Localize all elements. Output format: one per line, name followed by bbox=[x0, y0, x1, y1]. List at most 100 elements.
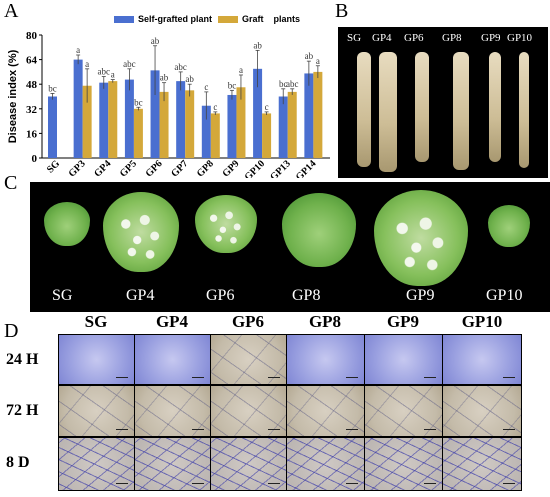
micro-col-gp10: GP10 bbox=[461, 312, 503, 331]
bar-self bbox=[124, 79, 134, 158]
legend-self-grafted: Self-grafted plant bbox=[114, 14, 212, 24]
micro-8d-gp6 bbox=[210, 437, 287, 491]
root-label-gp8: GP8 bbox=[442, 32, 462, 44]
root-gp4 bbox=[379, 52, 397, 172]
leaf-label-sg: SG bbox=[52, 287, 73, 304]
significance-letter: c bbox=[204, 82, 208, 92]
micro-24h-gp9 bbox=[364, 334, 443, 385]
significance-letter: ab bbox=[253, 40, 262, 50]
panel-a-letter: A bbox=[4, 0, 19, 22]
root-gp6 bbox=[415, 52, 429, 162]
micro-72h-gp6 bbox=[210, 385, 287, 437]
panel-b-letter: B bbox=[335, 0, 349, 22]
x-tick-label: GP8 bbox=[195, 158, 216, 178]
bar-graft bbox=[313, 71, 323, 158]
x-tick-label: GP7 bbox=[169, 158, 190, 178]
micro-row-8d: 8 D bbox=[6, 454, 30, 471]
significance-letter: bc bbox=[228, 80, 237, 90]
leaf-gp9 bbox=[374, 190, 468, 286]
y-tick-label: 32 bbox=[26, 104, 38, 116]
root-label-sg: SG bbox=[347, 32, 362, 44]
significance-letter: ab bbox=[185, 74, 194, 84]
micro-72h-gp4 bbox=[134, 385, 211, 437]
panel-c-letter: C bbox=[4, 172, 18, 194]
root-label-gp9: GP9 bbox=[481, 32, 501, 44]
x-tick-label: GP4 bbox=[92, 158, 113, 178]
micro-row-72h: 72 H bbox=[6, 402, 39, 419]
micro-24h-gp6 bbox=[210, 334, 287, 385]
panel-a: A Self-grafted plant Graft plants 0 16 32 4… bbox=[0, 0, 340, 178]
x-tick-label: GP9 bbox=[220, 158, 241, 178]
y-tick-label: 48 bbox=[26, 79, 38, 91]
root-photo bbox=[338, 27, 548, 178]
micro-24h-sg bbox=[58, 334, 135, 385]
significance-letter: c bbox=[265, 102, 269, 112]
significance-letter: a bbox=[76, 45, 80, 55]
root-gp9 bbox=[489, 52, 501, 162]
legend-label-graft: Graft plants bbox=[242, 14, 301, 24]
leaf-gp8 bbox=[282, 193, 356, 267]
bar-self bbox=[48, 96, 57, 158]
micro-col-gp9: GP9 bbox=[386, 312, 420, 331]
micro-col-gp6: GP6 bbox=[231, 312, 265, 331]
micro-col-sg: SG bbox=[84, 312, 108, 331]
x-tick-label: GP13 bbox=[268, 158, 293, 178]
micro-col-gp8: GP8 bbox=[308, 312, 342, 331]
significance-letter: ab bbox=[160, 73, 169, 83]
legend-swatch-self-grafted bbox=[114, 15, 134, 23]
leaf-gp10 bbox=[488, 205, 530, 247]
significance-letter: a bbox=[85, 59, 89, 69]
micro-24h-gp8 bbox=[286, 334, 365, 385]
significance-letter: a bbox=[316, 56, 320, 66]
significance-letter: bc bbox=[134, 97, 143, 107]
micro-8d-gp10 bbox=[442, 437, 522, 491]
bar-graft bbox=[108, 81, 118, 158]
micro-8d-sg bbox=[58, 437, 135, 491]
micro-72h-sg bbox=[58, 385, 135, 437]
leaf-label-gp6: GP6 bbox=[206, 287, 235, 304]
micro-72h-gp8 bbox=[286, 385, 365, 437]
root-label-gp4: GP4 bbox=[372, 32, 392, 44]
leaf-gp4 bbox=[103, 192, 179, 272]
leaf-label-gp10: GP10 bbox=[486, 287, 523, 304]
significance-letter: ab bbox=[151, 36, 160, 46]
y-axis-label: Disease index (%) bbox=[7, 49, 19, 143]
leaf-sg bbox=[44, 202, 90, 246]
micro-8d-gp9 bbox=[364, 437, 443, 491]
bar-self bbox=[304, 73, 314, 158]
y-tick-label: 64 bbox=[26, 55, 38, 67]
leaf-label-gp9: GP9 bbox=[406, 287, 435, 304]
panel-d-letter: D bbox=[4, 320, 19, 342]
bar-self bbox=[227, 94, 237, 158]
micro-8d-gp8 bbox=[286, 437, 365, 491]
bar-self bbox=[253, 68, 263, 158]
significance-letter: abc bbox=[286, 79, 299, 89]
significance-letter: abc bbox=[123, 59, 136, 69]
x-tick-label: GP10 bbox=[243, 158, 268, 178]
bar-graft bbox=[133, 108, 143, 158]
significance-letter: a bbox=[239, 65, 243, 75]
x-tick-label: GP3 bbox=[67, 158, 88, 178]
significance-letter: abc bbox=[174, 62, 187, 72]
micro-24h-gp4 bbox=[134, 334, 211, 385]
micro-24h-gp10 bbox=[442, 334, 522, 385]
x-tick-label: SG bbox=[45, 158, 62, 175]
bar-self bbox=[73, 59, 83, 158]
x-tick-label: GP6 bbox=[144, 158, 165, 178]
legend-swatch-graft bbox=[218, 15, 238, 23]
legend-graft: Graft plants bbox=[218, 14, 300, 24]
micro-col-gp4: GP4 bbox=[155, 312, 189, 331]
significance-letter: bc bbox=[279, 79, 288, 89]
bar-self bbox=[99, 82, 109, 158]
root-sg bbox=[357, 52, 371, 167]
significance-letter: c bbox=[213, 102, 217, 112]
significance-letter: ab bbox=[305, 51, 314, 61]
bar-graft bbox=[262, 113, 272, 158]
y-tick-label: 0 bbox=[32, 153, 38, 165]
bar-graft bbox=[236, 87, 246, 158]
bar-graft bbox=[210, 113, 220, 158]
micro-72h-gp10 bbox=[442, 385, 522, 437]
root-label-gp6: GP6 bbox=[404, 32, 424, 44]
x-tick-label: GP5 bbox=[118, 158, 139, 178]
